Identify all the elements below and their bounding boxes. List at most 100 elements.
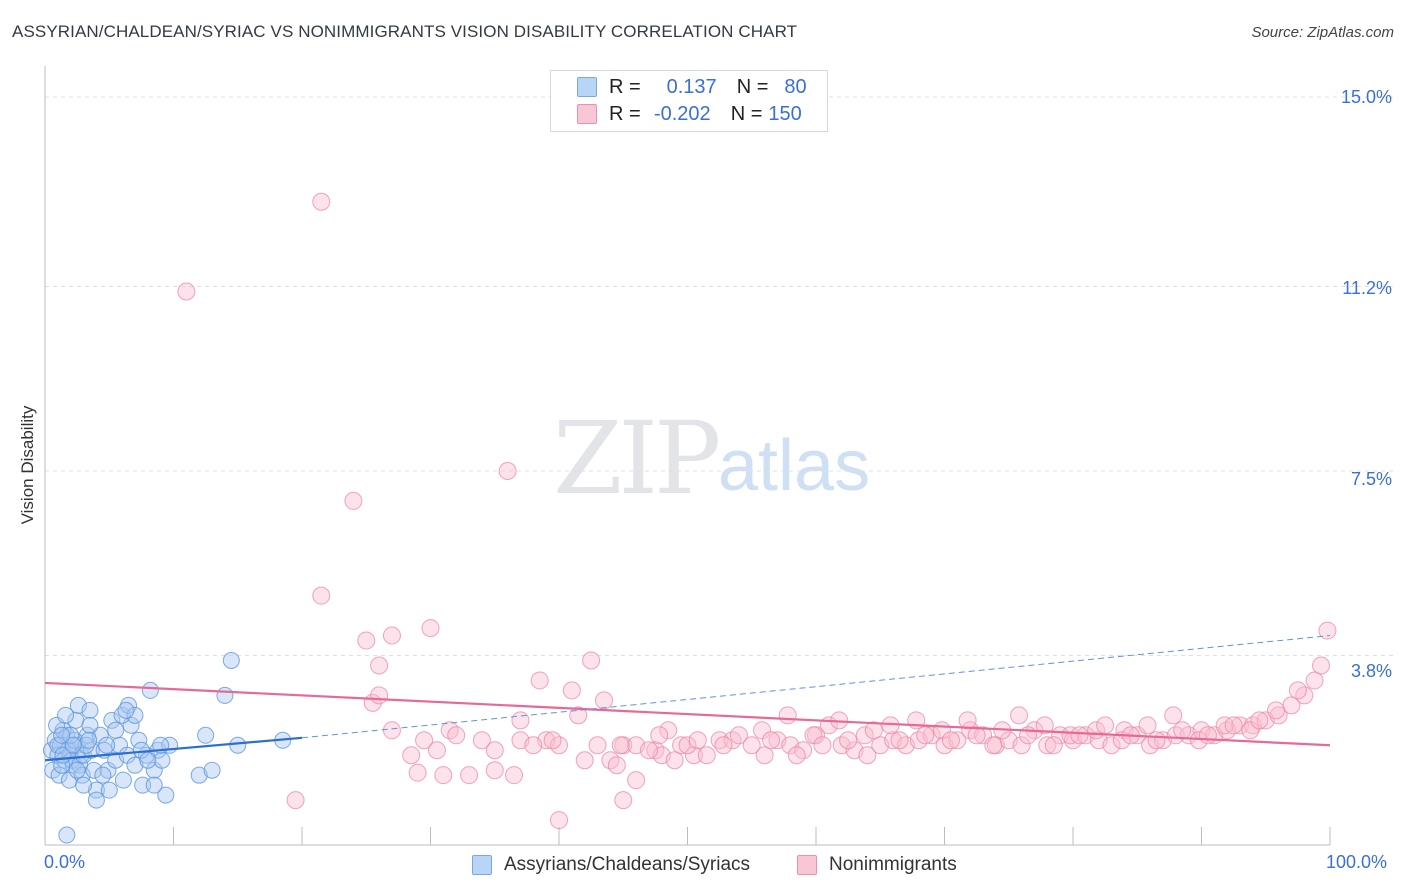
nonimmigrants-point (941, 731, 960, 750)
assyrians-point (190, 766, 208, 784)
assyrians-point (87, 781, 105, 799)
nonimmigrants-point (753, 721, 772, 740)
nonimmigrants-point (778, 706, 797, 725)
y-tick-label: 11.2% (1342, 278, 1392, 298)
nonimmigrants-point (762, 731, 781, 750)
chart-title: ASSYRIAN/CHALDEAN/SYRIAC VS NONIMMIGRANT… (12, 22, 798, 41)
assyrians-point (216, 686, 234, 704)
legend-label: Nonimmigrants (829, 854, 957, 875)
nonimmigrants-point (665, 751, 684, 770)
nonimmigrants-point (562, 681, 581, 700)
legend-swatch-pink (797, 855, 817, 875)
nonimmigrants-point (530, 671, 549, 690)
nonimmigrants-point (550, 811, 568, 830)
assyrians-point (81, 701, 99, 719)
assyrians-point (130, 731, 148, 749)
assyrians-point (85, 761, 103, 779)
assyrians-point (203, 761, 221, 779)
x-tick-label: 0.0% (44, 852, 86, 872)
nonimmigrants-point (447, 726, 466, 745)
legend-n-value: 80 (784, 75, 807, 98)
assyrians-point (75, 776, 93, 794)
assyrians-point (145, 776, 163, 794)
nonimmigrants-point (858, 746, 877, 765)
nonimmigrants-point (402, 746, 421, 765)
nonimmigrants-point (582, 651, 601, 670)
legend-item-assyrians[interactable]: Assyrians/Chaldeans/Syriacs (472, 852, 750, 878)
nonimmigrants-point (1231, 716, 1250, 735)
nonimmigrants-point (498, 462, 517, 480)
legend-r-value: -0.202 (653, 102, 711, 125)
legend-row-pink: R = -0.202 N = 150 (551, 101, 802, 127)
nonimmigrants-point (890, 731, 909, 750)
nonimmigrants-point (804, 726, 823, 745)
assyrians-point (81, 716, 99, 734)
assyrians-point (222, 651, 240, 669)
nonimmigrants-point (1198, 726, 1217, 745)
assyrians-point (157, 786, 175, 804)
assyrians-point (120, 696, 138, 714)
nonimmigrants-point (588, 736, 607, 755)
nonimmigrants-point (967, 726, 986, 745)
nonimmigrants-point (611, 736, 630, 755)
nonimmigrants-point (639, 741, 658, 760)
nonimmigrants-point (1269, 706, 1288, 725)
nonimmigrants-point (177, 282, 196, 301)
nonimmigrants-point (813, 736, 832, 755)
legend-swatch-pink (577, 104, 597, 124)
nonimmigrants-point (1288, 681, 1307, 700)
nonimmigrants-point (614, 791, 633, 810)
nonimmigrants-point (684, 746, 703, 765)
assyrians-point (153, 751, 171, 769)
assyrians-point (50, 766, 68, 784)
legend-row-blue: R = 0.137 N = 80 (551, 74, 807, 100)
nonimmigrants-point (415, 731, 434, 750)
assyrians-point (139, 751, 157, 769)
assyrians-point (62, 726, 80, 744)
assyrians-point (114, 771, 132, 789)
legend-r-label: R = (609, 75, 641, 98)
y-tick-label: 3.8% (1350, 661, 1392, 681)
assyrians-point (82, 741, 100, 759)
nonimmigrants-point (1224, 716, 1243, 735)
nonimmigrants-point (485, 741, 504, 760)
nonimmigrants-point (1138, 716, 1157, 735)
nonimmigrants-point (1038, 736, 1057, 755)
assyrians-trendline (44, 736, 303, 762)
assyrians-point (141, 681, 159, 699)
assyrians-point (58, 826, 76, 844)
legend-item-nonimmigrants[interactable]: Nonimmigrants (797, 852, 957, 878)
nonimmigrants-point (1241, 721, 1260, 740)
nonimmigrants-point (729, 726, 748, 745)
nonimmigrants-point (659, 721, 678, 740)
y-axis-label: Vision Disability (18, 405, 37, 525)
nonimmigrants-point (1070, 726, 1089, 745)
legend-n-label: N = (736, 75, 769, 98)
assyrians-point (134, 776, 152, 794)
assyrians-point (197, 726, 215, 744)
nonimmigrants-point (344, 491, 363, 510)
nonimmigrants-point (958, 711, 977, 730)
nonimmigrants-point (312, 586, 331, 605)
nonimmigrants-point (697, 746, 716, 765)
nonimmigrants-point (1096, 716, 1115, 735)
nonimmigrants-point (1147, 731, 1166, 750)
nonimmigrants-point (688, 731, 707, 750)
nonimmigrants-point (1250, 711, 1269, 730)
legend-n-label: N = (730, 102, 763, 125)
assyrians-point (87, 791, 105, 809)
assyrians-point (53, 726, 71, 744)
assyrians-point (126, 756, 144, 774)
watermark-zip: ZIP (553, 400, 721, 517)
nonimmigrants-point (357, 631, 376, 650)
nonimmigrants-trendline (44, 681, 1331, 747)
legend-r-value: 0.137 (666, 75, 717, 98)
x-tick-label: 100.0% (1326, 852, 1388, 872)
nonimmigrants-point (916, 726, 935, 745)
nonimmigrants-point (787, 746, 806, 765)
assyrians-point (103, 711, 121, 729)
assyrians-point (80, 731, 98, 749)
nonimmigrants-point (427, 741, 446, 760)
legend-n-value: 150 (768, 102, 802, 125)
nonimmigrants-point (742, 736, 761, 755)
